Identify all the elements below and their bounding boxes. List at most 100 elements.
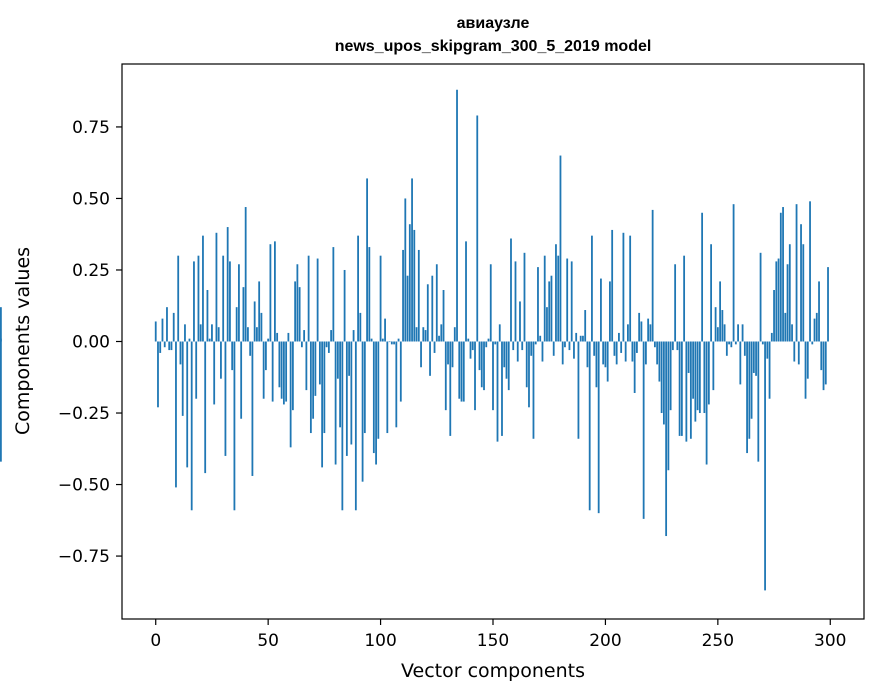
bar-168 [532, 341, 535, 439]
bar-221 [651, 209, 654, 342]
bar-108 [397, 338, 400, 342]
bar-9 [175, 341, 177, 488]
bar-162 [519, 301, 521, 342]
bar-247 [710, 244, 712, 342]
bar-65 [300, 341, 303, 348]
bar-48 [262, 341, 265, 399]
bar-61 [291, 341, 294, 411]
bar-128 [442, 290, 445, 342]
bar-undefined [0, 338, 2, 342]
bar-239 [692, 341, 695, 399]
bar-96 [370, 338, 373, 342]
bar-117 [417, 249, 420, 342]
bar-182 [564, 341, 566, 348]
bar-38 [240, 341, 243, 419]
bar-246 [707, 341, 710, 405]
y-tick-label: 0.00 [72, 333, 110, 353]
bar-277 [777, 258, 780, 342]
bar-94 [366, 178, 368, 342]
bar-57 [282, 341, 285, 405]
bar-136 [460, 341, 463, 402]
bar-253 [723, 324, 726, 342]
bar-206 [618, 332, 620, 342]
bar-31 [224, 341, 227, 456]
bar-111 [404, 198, 407, 342]
bar-235 [683, 255, 686, 342]
bar-148 [487, 338, 490, 342]
bar-133 [453, 327, 456, 342]
bar-213 [633, 341, 636, 393]
bar-228 [667, 341, 670, 471]
bar-70 [312, 341, 315, 419]
bar-76 [325, 341, 328, 348]
bar-189 [579, 335, 582, 342]
bar-176 [550, 275, 553, 342]
bar-130 [447, 341, 449, 365]
bar-188 [577, 341, 580, 439]
bar-118 [420, 341, 422, 368]
bar-23 [206, 290, 209, 342]
bar-60 [289, 341, 292, 448]
bar-234 [680, 341, 683, 436]
bar-29 [220, 341, 222, 379]
bar-11 [179, 341, 182, 365]
bar-78 [330, 330, 333, 342]
bar-115 [413, 229, 416, 342]
bar-229 [669, 341, 672, 411]
x-tick-label: 200 [589, 631, 621, 651]
bar-4 [163, 341, 166, 348]
bar-144 [478, 341, 481, 371]
bar-164 [523, 252, 526, 342]
bar-299 [827, 267, 829, 342]
bar-22 [204, 341, 207, 474]
bar-260 [739, 341, 742, 385]
bar-282 [788, 244, 791, 342]
bar-212 [631, 341, 634, 362]
bar-214 [636, 341, 638, 353]
bar-297 [822, 341, 825, 391]
bar-139 [467, 338, 470, 342]
bar-211 [629, 235, 632, 342]
bar-42 [249, 341, 252, 356]
bar-291 [809, 201, 811, 342]
bar-215 [638, 312, 641, 342]
bar-150 [492, 341, 494, 411]
bar-271 [764, 341, 766, 591]
bar-64 [298, 287, 301, 342]
y-tick-label: −0.25 [58, 404, 110, 424]
bar-174 [546, 307, 548, 342]
bar-1 [157, 341, 159, 408]
bar-114 [411, 178, 413, 342]
bar-244 [703, 341, 706, 414]
bar-296 [820, 341, 823, 371]
bar-190 [582, 335, 584, 342]
bar-series [0, 89, 829, 591]
bar-179 [557, 255, 560, 342]
bar-40 [244, 207, 247, 342]
bar-255 [728, 341, 730, 345]
bar-184 [568, 341, 571, 351]
bar-210 [627, 324, 629, 342]
bar-90 [357, 235, 359, 342]
bar-67 [305, 341, 308, 391]
bar-83 [341, 341, 344, 511]
bar-160 [514, 261, 517, 342]
bar-102 [384, 318, 386, 342]
bar-undefined [0, 307, 2, 342]
bar-155 [503, 341, 506, 368]
bar-192 [586, 341, 589, 368]
bar-181 [561, 341, 564, 365]
bar-129 [444, 341, 447, 411]
bar-138 [465, 241, 467, 342]
bar-149 [489, 264, 492, 342]
x-tick-label: 0 [150, 631, 161, 651]
bar-105 [390, 341, 393, 345]
bar-20 [199, 324, 202, 342]
x-tick-label: 250 [702, 631, 734, 651]
bar-19 [197, 255, 200, 342]
bar-230 [671, 341, 674, 351]
bar-120 [424, 330, 427, 342]
bar-58 [285, 341, 288, 402]
bar-15 [188, 338, 191, 342]
